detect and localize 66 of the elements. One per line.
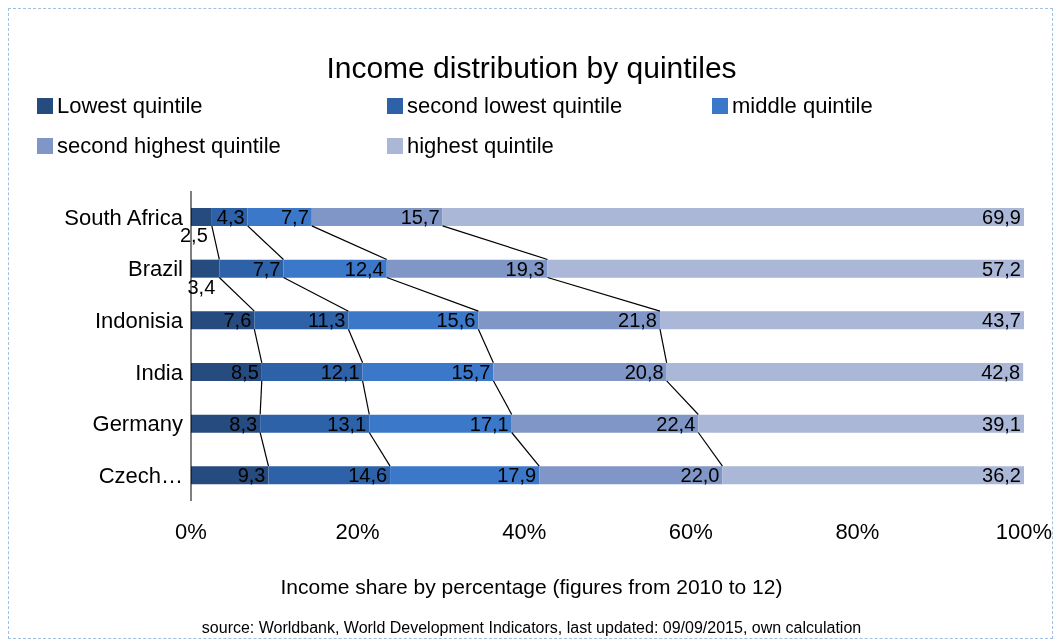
bar bbox=[311, 208, 443, 226]
data-label: 43,7 bbox=[982, 309, 1021, 332]
y-tick-label: Czech… bbox=[98, 462, 183, 488]
data-label: 11,3 bbox=[307, 309, 346, 332]
x-tick-label: 100% bbox=[995, 518, 1053, 544]
data-label: 12,4 bbox=[344, 257, 384, 280]
data-label: 7,6 bbox=[223, 309, 252, 332]
source-note: source: Worldbank, World Development Indicators, last updated: 09/09/2015, own calculation bbox=[200, 619, 863, 637]
bar bbox=[698, 414, 1024, 433]
bar bbox=[547, 259, 1024, 278]
bar bbox=[722, 466, 1024, 485]
data-label: 14,6 bbox=[348, 464, 388, 487]
data-label: 2,5 bbox=[180, 224, 208, 246]
bar bbox=[478, 311, 660, 330]
bar bbox=[442, 208, 1024, 226]
data-label: 9,3 bbox=[237, 464, 266, 487]
x-tick-label: 20% bbox=[335, 518, 380, 544]
legend-label: Lowest quintile bbox=[57, 93, 203, 119]
data-label: 36,2 bbox=[982, 464, 1021, 487]
bar bbox=[659, 311, 1024, 330]
data-label: 12,1 bbox=[320, 361, 360, 383]
bar bbox=[539, 466, 723, 485]
data-label: 19,3 bbox=[505, 257, 545, 280]
chart-title: Income distribution by quintiles bbox=[325, 51, 738, 85]
data-label: 20,8 bbox=[624, 361, 664, 383]
data-label: 17,1 bbox=[469, 412, 509, 435]
data-label: 7,7 bbox=[280, 206, 309, 228]
bar bbox=[369, 414, 512, 433]
x-tick-label: 60% bbox=[668, 518, 713, 544]
bar bbox=[191, 208, 212, 226]
bar bbox=[511, 414, 699, 433]
bar bbox=[390, 466, 540, 485]
x-tick-label: 0% bbox=[175, 518, 207, 544]
data-label: 15,7 bbox=[400, 206, 440, 228]
y-tick-label: Germany bbox=[92, 411, 183, 437]
data-label: 21,8 bbox=[618, 309, 657, 332]
data-label: 17,9 bbox=[497, 464, 537, 487]
data-label: 42,8 bbox=[981, 361, 1021, 383]
x-tick-label: 40% bbox=[502, 518, 547, 544]
data-label: 15,6 bbox=[436, 309, 476, 332]
data-label: 3,4 bbox=[187, 275, 216, 298]
data-label: 4,3 bbox=[216, 206, 245, 228]
data-label: 7,7 bbox=[252, 257, 281, 280]
data-label: 57,2 bbox=[982, 257, 1021, 280]
y-tick-label: India bbox=[135, 359, 184, 385]
data-label: 22,4 bbox=[656, 412, 696, 435]
data-label: 22,0 bbox=[680, 464, 720, 487]
legend-label: second lowest quintile bbox=[407, 93, 623, 119]
legend-label: highest quintile bbox=[407, 133, 554, 159]
legend-label: second highest quintile bbox=[57, 133, 281, 159]
data-label: 15,7 bbox=[451, 361, 491, 383]
data-label: 8,5 bbox=[230, 361, 259, 383]
bar bbox=[666, 363, 1024, 381]
legend-label: middle quintile bbox=[732, 93, 873, 119]
data-label: 39,1 bbox=[982, 412, 1021, 435]
data-label: 69,9 bbox=[982, 206, 1021, 228]
y-tick-label: Indonisia bbox=[94, 307, 184, 333]
data-label: 13,1 bbox=[327, 412, 367, 435]
bar bbox=[362, 363, 494, 381]
data-label: 8,3 bbox=[229, 412, 258, 435]
bar bbox=[191, 259, 220, 278]
x-axis-title: Income share by percentage (figures from 2010 to 12) bbox=[279, 575, 784, 599]
y-tick-label: Brazil bbox=[127, 256, 183, 282]
bar bbox=[493, 363, 667, 381]
bar bbox=[386, 259, 548, 278]
x-tick-label: 80% bbox=[835, 518, 880, 544]
